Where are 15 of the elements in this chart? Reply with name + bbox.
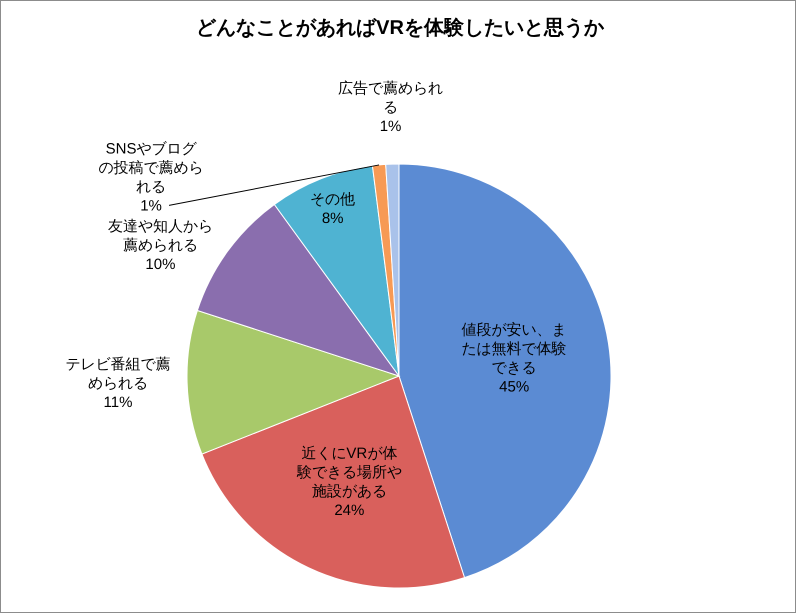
chart-title: どんなことがあればVRを体験したいと思うか	[196, 17, 605, 39]
slice-label: テレビ番組で薦められる	[66, 356, 171, 392]
slice-label: 広告で薦められる	[338, 80, 444, 116]
slice-label: 値段が安い、または無料で体験できる	[462, 321, 567, 376]
data-label: 8%	[322, 210, 344, 227]
data-label: 1%	[380, 118, 402, 135]
data-label: 10%	[145, 256, 176, 274]
data-label: 24%	[334, 502, 364, 520]
data-label: 1%	[140, 197, 162, 214]
slice-label: SNSやブログの投稿で薦められる	[98, 140, 204, 196]
slice-label: 近くにVRが体験できる場所や施設がある	[296, 445, 402, 500]
slice-label: その他	[310, 190, 356, 208]
data-label: 11%	[104, 394, 132, 411]
data-label: 45%	[499, 378, 530, 396]
slice-label: 友達や知人から薦められる	[108, 218, 213, 254]
